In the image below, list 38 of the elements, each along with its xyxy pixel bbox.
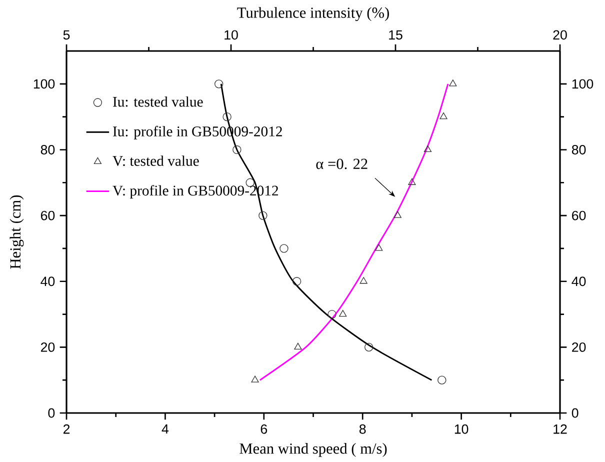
x2-tick-label: 15 [389, 30, 402, 40]
x2-axis-title: Turbulence intensity (%) [237, 7, 389, 22]
point [375, 244, 383, 251]
legend-label: Iu: tested value [113, 96, 203, 107]
point [294, 342, 302, 350]
point [360, 277, 368, 284]
point [339, 310, 347, 317]
point [424, 145, 432, 152]
y-tick-label: 0 [48, 408, 55, 418]
x-tick-label: 4 [162, 424, 169, 434]
x-tick-label: 8 [359, 424, 366, 434]
point [408, 178, 416, 185]
y2-tick-label: 20 [572, 342, 586, 352]
y2-tick-label: 100 [572, 79, 594, 89]
x-axis-title: Mean wind speed ( m/s) [240, 442, 387, 457]
annotation: α =0. 22 [316, 158, 368, 170]
x-tick-label: 2 [63, 424, 70, 434]
y-tick-label: 20 [40, 342, 55, 352]
y2-tick-label: 0 [572, 408, 578, 418]
y-tick-label: 100 [34, 79, 55, 89]
x2-tick-label: 20 [553, 30, 567, 40]
y-tick-label: 40 [40, 276, 55, 286]
x2-tick-label: 5 [63, 30, 70, 40]
y2-tick-label: 60 [572, 210, 586, 220]
point [440, 112, 448, 120]
point [394, 211, 402, 218]
x-tick-label: 12 [554, 424, 567, 434]
y-axis-title: Height (cm) [10, 195, 24, 269]
point [251, 376, 259, 382]
x-tick-label: 10 [454, 424, 468, 434]
legend-label: V: tested value [112, 156, 199, 166]
y2-tick-label: 80 [572, 145, 586, 154]
y-tick-label: 80 [40, 145, 55, 154]
y2-tick-label: 40 [572, 276, 586, 286]
x-tick-label: 6 [260, 424, 268, 434]
y-tick-label: 60 [40, 210, 55, 220]
x2-tick-label: 10 [224, 30, 238, 40]
point [449, 80, 457, 86]
